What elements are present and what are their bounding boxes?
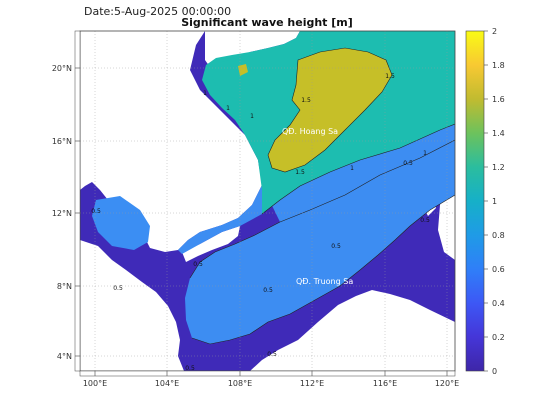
lon-tick-label: 100°E <box>83 379 107 388</box>
contour-value-label: 1 <box>203 90 207 97</box>
contour-value-label: 0.5 <box>331 243 341 250</box>
lon-tick-label: 116°E <box>373 379 397 388</box>
colorbar-tick-label: 1.4 <box>492 129 505 138</box>
land-china-coast <box>205 31 300 70</box>
colorbar-tick-label: 1 <box>492 197 497 206</box>
contour-value-label: 0.5 <box>420 217 430 224</box>
contour-value-label: 1.5 <box>295 169 305 176</box>
lon-tick-label: 108°E <box>228 379 252 388</box>
colorbar-tick-label: 1.8 <box>492 61 505 70</box>
sea-band-peak-spot <box>238 64 248 76</box>
latitude-ticks: 20°N 16°N 12°N 8°N 4°N <box>52 64 80 361</box>
contour-value-label: 0.5 <box>193 261 203 268</box>
map-frame-left-strip <box>74 30 81 372</box>
colorbar-tick-label: 0.8 <box>492 231 505 240</box>
lat-tick-label: 4°N <box>57 352 72 361</box>
map-plot-area <box>80 31 455 371</box>
land-borneo <box>250 290 455 371</box>
contour-value-label: 0.5 <box>185 365 195 372</box>
contour-labels: 1 1.5 1.5 1.5 1 1 1 1 0.5 0.5 0.5 0.5 0.5 0.5 0.5 0.5 0.… <box>91 73 430 372</box>
contour-value-label: 1 <box>250 113 254 120</box>
lat-tick-label: 20°N <box>52 64 72 73</box>
forecast-date: Date:5-Aug-2025 00:00:00 <box>84 5 231 18</box>
colorbar-tick-label: 1.2 <box>492 163 505 172</box>
contour-value-label: 0.5 <box>113 285 123 292</box>
sea-band-medium-coast <box>178 124 455 254</box>
colorbar-tick-label: 0.2 <box>492 333 505 342</box>
contour-value-label: 0.5 <box>403 160 413 167</box>
colorbar <box>465 30 485 372</box>
colorbar-tick-label: 1.6 <box>492 95 505 104</box>
contour-value-label: 1.5 <box>301 97 311 104</box>
contour-value-label: 0.5 <box>267 351 277 358</box>
land-mainland <box>80 31 262 252</box>
contour-value-label: 1.5 <box>385 73 395 80</box>
sea-band-medium <box>185 140 455 344</box>
lon-tick-label: 112°E <box>300 379 324 388</box>
lon-tick-label: 120°E <box>435 379 459 388</box>
contour-value-label: 0.5 <box>263 287 273 294</box>
colorbar-tick-label: 0.4 <box>492 299 505 308</box>
colorbar-ticks: 2 1.8 1.6 1.4 1.2 1 0.8 0.6 0.4 0.2 0 <box>484 27 505 376</box>
colorbar-tick-label: 0.6 <box>492 265 505 274</box>
label-hoang-sa: QĐ. Hoang Sa <box>282 127 338 136</box>
contour-lines <box>189 47 455 345</box>
contour-value-label: 0.5 <box>91 208 101 215</box>
map-frame-bottom-strip <box>79 370 456 377</box>
contour-value-label: 1 <box>226 105 230 112</box>
land-malay-peninsula <box>80 240 184 371</box>
contour-value-label: 1 <box>350 165 354 172</box>
label-truong-sa: QĐ. Truong Sa <box>296 277 353 286</box>
lat-tick-label: 12°N <box>52 209 72 218</box>
lat-tick-label: 16°N <box>52 137 72 146</box>
colorbar-tick-label: 0 <box>492 367 497 376</box>
lon-tick-label: 104°E <box>155 379 179 388</box>
colorbar-tick-label: 2 <box>492 27 497 36</box>
map-title: Significant wave height [m] <box>181 16 353 29</box>
sea-gulf-of-thailand <box>92 196 150 250</box>
contour-value-label: 1 <box>423 150 427 157</box>
longitude-ticks: 100°E 104°E 108°E 112°E 116°E 120°E <box>83 371 459 388</box>
map-grid <box>80 31 455 371</box>
land-indochina-south <box>182 226 240 262</box>
lat-tick-label: 8°N <box>57 282 72 291</box>
